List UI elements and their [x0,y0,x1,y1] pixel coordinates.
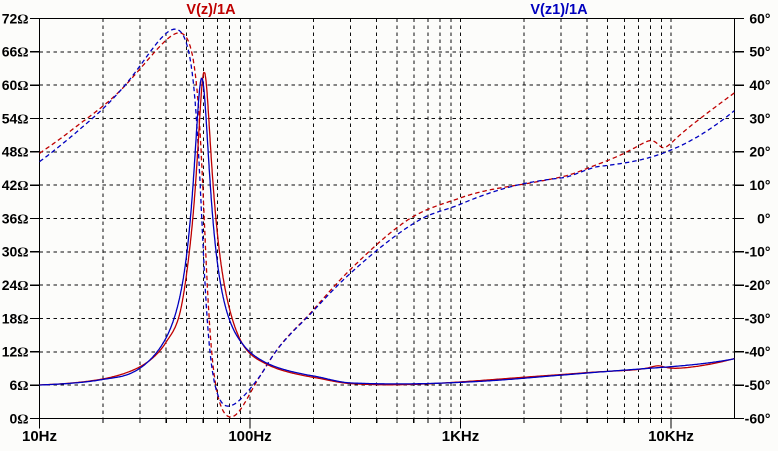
svg-text:18Ω: 18Ω [2,310,29,327]
svg-text:40°: 40° [749,77,770,93]
svg-text:-40°: -40° [745,344,771,360]
svg-text:-20°: -20° [745,277,771,293]
svg-text:-60°: -60° [745,410,771,426]
svg-text:66Ω: 66Ω [2,44,29,61]
svg-text:54Ω: 54Ω [2,110,29,127]
svg-text:10Hz: 10Hz [22,428,57,445]
svg-text:60°: 60° [749,10,770,26]
svg-text:10°: 10° [749,177,770,193]
svg-text:72Ω: 72Ω [2,10,29,27]
svg-text:V(z1)/1A: V(z1)/1A [530,2,588,18]
svg-text:48Ω: 48Ω [2,144,29,161]
svg-text:60Ω: 60Ω [2,77,29,94]
svg-text:-50°: -50° [745,377,771,393]
svg-text:24Ω: 24Ω [2,277,29,294]
svg-text:30°: 30° [749,110,770,126]
svg-text:30Ω: 30Ω [2,244,29,261]
svg-text:1KHz: 1KHz [442,428,480,445]
svg-text:-30°: -30° [745,310,771,326]
svg-text:6Ω: 6Ω [9,377,28,394]
svg-text:100Hz: 100Hz [228,428,271,445]
svg-text:0°: 0° [757,210,770,226]
svg-text:50°: 50° [749,44,770,60]
svg-text:0Ω: 0Ω [9,410,28,427]
svg-text:20°: 20° [749,144,770,160]
svg-text:V(z)/1A: V(z)/1A [186,2,236,18]
svg-text:10KHz: 10KHz [648,428,694,445]
svg-text:42Ω: 42Ω [2,177,29,194]
svg-text:36Ω: 36Ω [2,210,29,227]
svg-text:12Ω: 12Ω [2,344,29,361]
svg-text:-10°: -10° [745,244,771,260]
